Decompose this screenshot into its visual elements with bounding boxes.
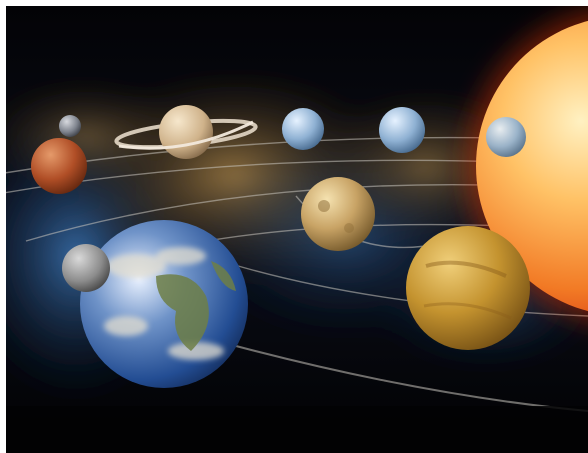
planet-icon xyxy=(59,115,81,137)
earth xyxy=(80,220,248,388)
planet-icon xyxy=(31,138,87,194)
planet-icon xyxy=(80,220,248,388)
moon-icon xyxy=(62,244,110,292)
uranus xyxy=(282,108,324,150)
ringed-planet-icon xyxy=(159,105,213,159)
solar-system-illustration xyxy=(6,6,588,453)
moon xyxy=(62,244,110,292)
bottom-dark-band xyxy=(6,406,588,453)
pluto xyxy=(59,115,81,137)
planet-icon xyxy=(301,177,375,251)
solar-system-scene xyxy=(6,6,588,453)
planet-icon xyxy=(406,226,530,350)
saturn xyxy=(114,105,258,159)
mars xyxy=(31,138,87,194)
venus xyxy=(406,226,530,350)
planet-icon xyxy=(282,108,324,150)
jupiter xyxy=(486,117,526,157)
planet-icon xyxy=(379,107,425,153)
mercury xyxy=(301,177,375,251)
planet-icon xyxy=(486,117,526,157)
neptune xyxy=(379,107,425,153)
